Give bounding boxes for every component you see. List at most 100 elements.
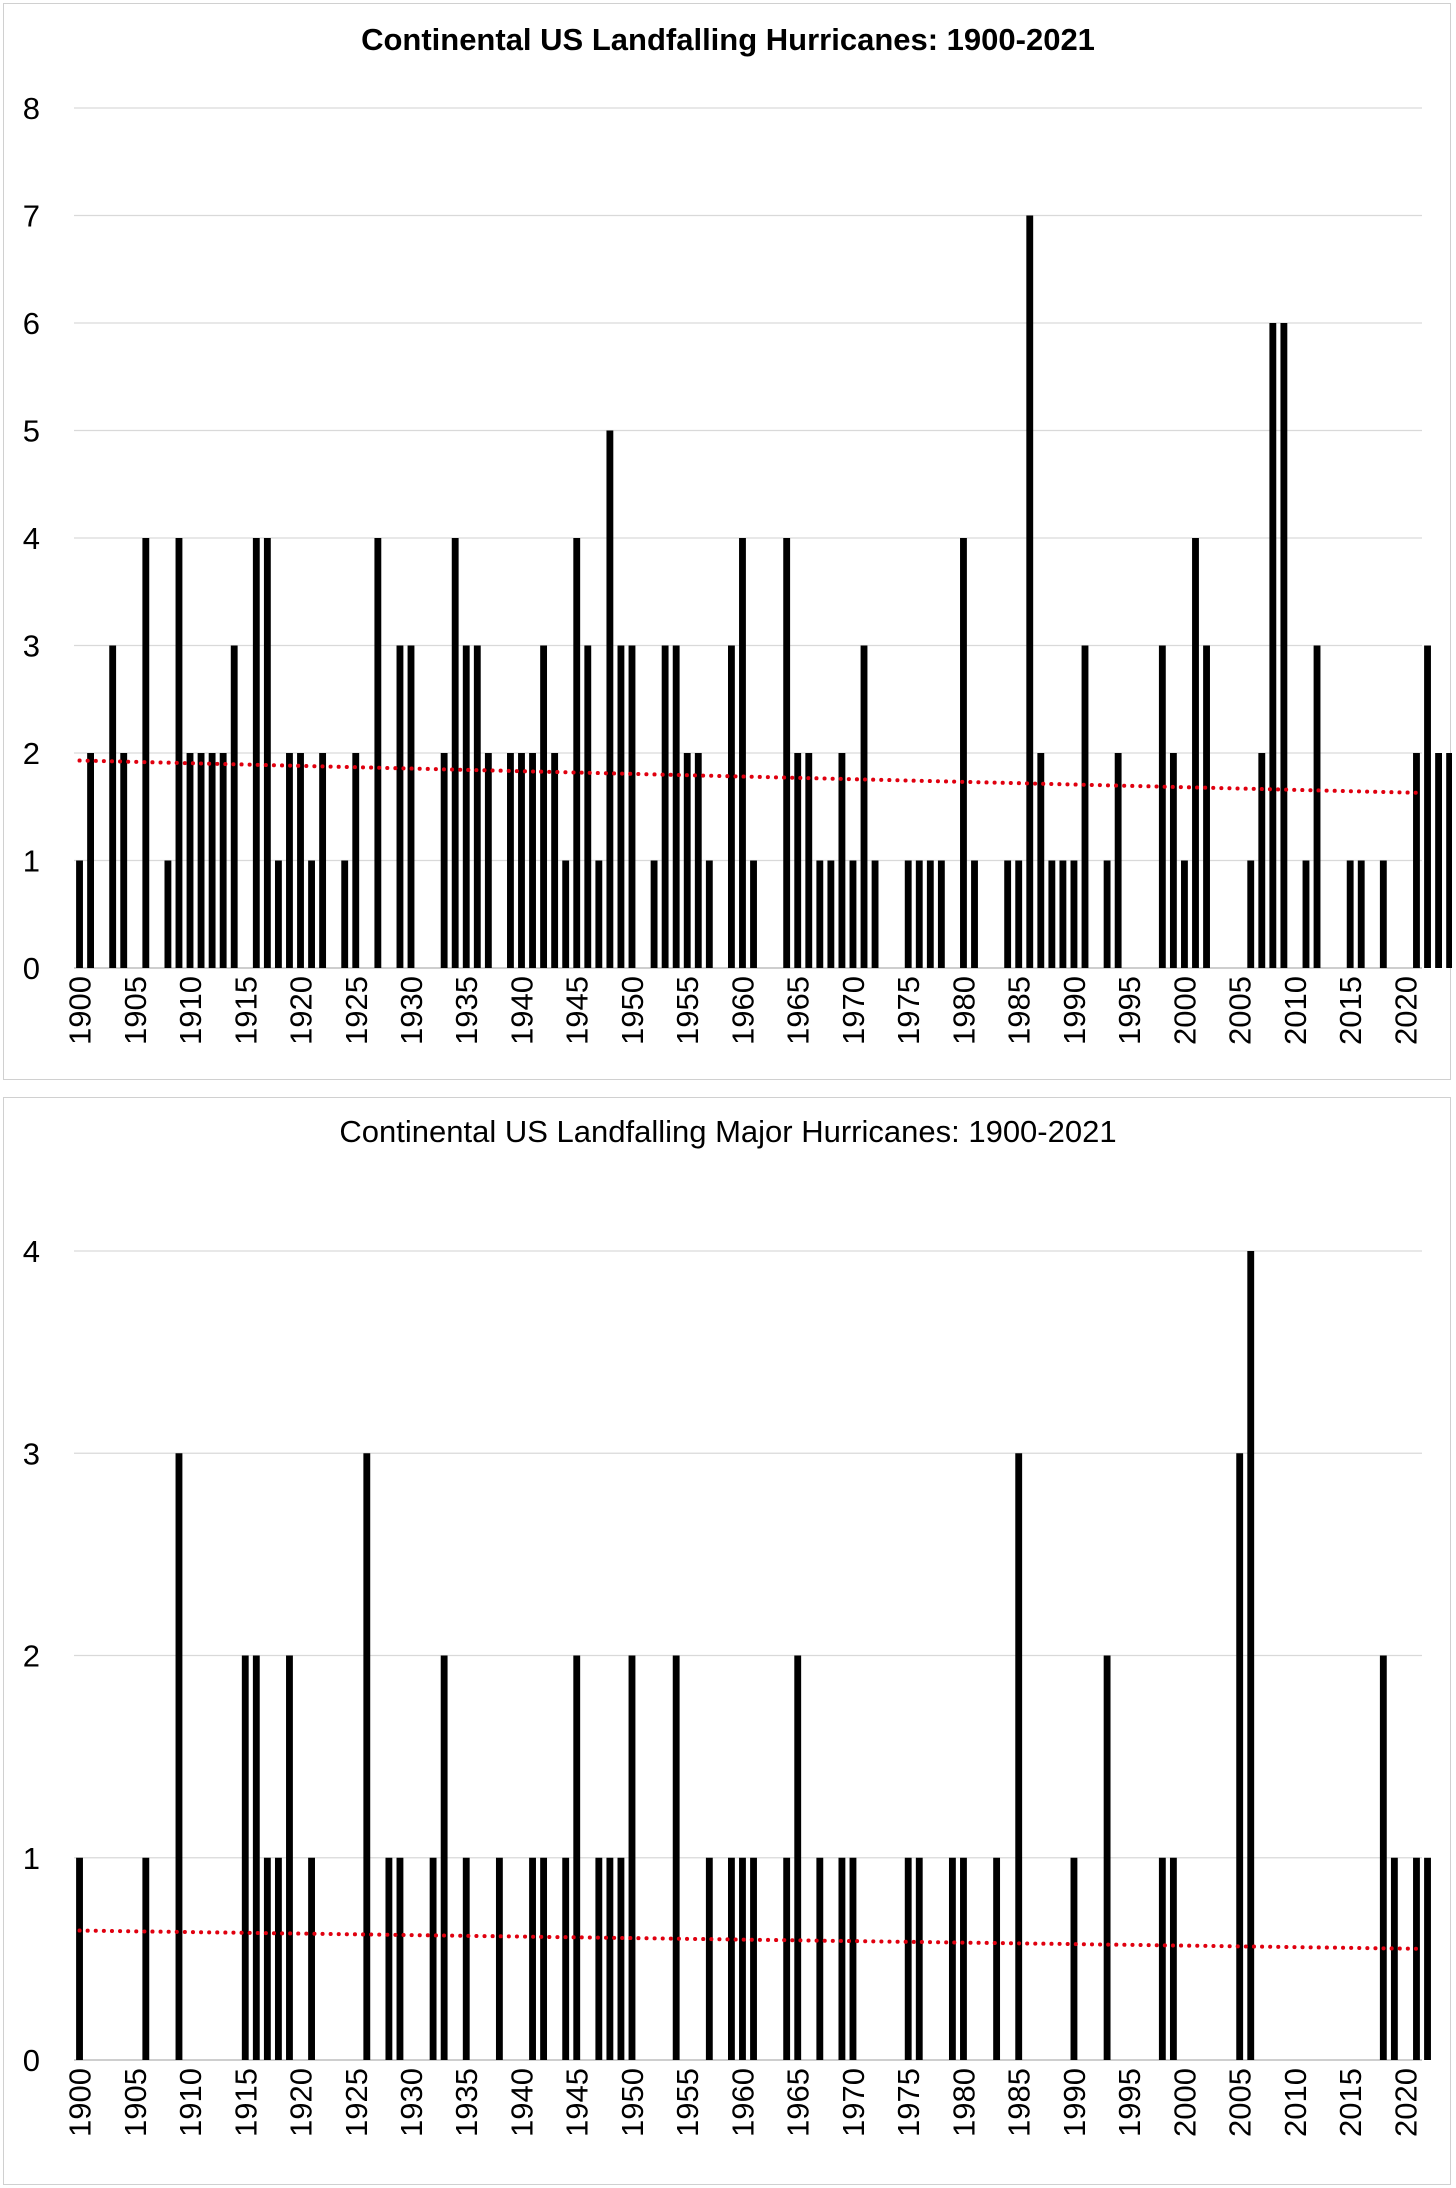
bar-2022 — [1424, 1857, 1431, 2060]
bar-1933 — [440, 1655, 448, 2060]
bar-1983 — [993, 1857, 1001, 2060]
bar-1940 — [518, 753, 525, 968]
bar-1924 — [341, 860, 349, 968]
bar-1998 — [1158, 1857, 1166, 2060]
bar-2019 — [1390, 1857, 1398, 2060]
x-tick-label: 1995 — [1112, 2068, 1147, 2137]
bar-1985 — [1015, 1453, 1023, 2060]
y-tick-label: 0 — [23, 2043, 40, 2078]
x-tick-label: 1970 — [836, 976, 871, 1045]
bar-1927 — [374, 538, 382, 968]
bar-2023 — [1435, 753, 1442, 968]
bar-1922 — [319, 753, 327, 968]
bar-2021 — [1413, 753, 1420, 968]
x-tick-label: 1930 — [394, 2068, 429, 2137]
x-tick-label: 1920 — [284, 2068, 319, 2137]
bar-2011 — [1302, 860, 1310, 968]
chart-panel-major-hurricanes: Continental US Landfalling Major Hurrica… — [3, 1097, 1451, 2185]
bar-2006 — [1247, 1251, 1255, 2060]
x-tick-label: 1970 — [836, 2068, 871, 2137]
bar-1919 — [286, 1655, 293, 2060]
bar-2006 — [1247, 860, 1255, 968]
x-tick-label: 1975 — [891, 976, 926, 1045]
bar-1978 — [937, 860, 945, 968]
x-tick-label: 1950 — [615, 976, 650, 1045]
bar-1968 — [827, 860, 835, 968]
bar-1964 — [783, 538, 791, 968]
bar-1900 — [76, 860, 83, 968]
bar-1989 — [1059, 860, 1067, 968]
x-tick-label: 1985 — [1002, 2068, 1037, 2137]
bar-1916 — [252, 1655, 260, 2060]
bar-1971 — [860, 645, 868, 968]
y-tick-label: 1 — [23, 844, 40, 879]
bar-1952 — [650, 860, 658, 968]
bar-2008 — [1269, 323, 1277, 968]
bar-1932 — [429, 1857, 437, 2060]
x-tick-label: 1960 — [725, 976, 760, 1045]
bar-1991 — [1081, 645, 1089, 968]
x-tick-label: 2005 — [1223, 2068, 1258, 2137]
bar-1949 — [617, 645, 625, 968]
bar-1965 — [794, 753, 802, 968]
x-tick-label: 1900 — [63, 976, 98, 1045]
x-tick-label: 1955 — [670, 976, 705, 1045]
bar-1928 — [385, 1857, 393, 2060]
bar-1917 — [263, 1857, 271, 2060]
bar-1944 — [562, 1857, 570, 2060]
y-tick-label: 8 — [23, 91, 40, 126]
bar-1900 — [76, 1857, 83, 2060]
bar-1939 — [507, 753, 514, 968]
y-tick-label: 2 — [23, 1639, 40, 1674]
x-tick-label: 1930 — [394, 976, 429, 1045]
bar-1903 — [109, 645, 117, 968]
bar-1913 — [219, 753, 227, 968]
bar-1914 — [230, 645, 238, 968]
x-tick-label: 1935 — [449, 976, 484, 1045]
y-tick-label: 7 — [23, 199, 40, 234]
bar-1912 — [208, 753, 216, 968]
bar-2018 — [1379, 860, 1387, 968]
bar-1957 — [705, 1857, 713, 2060]
bar-1930 — [407, 645, 415, 968]
bar-1966 — [805, 753, 813, 968]
bar-2016 — [1357, 860, 1365, 968]
bar-2002 — [1203, 645, 1210, 968]
bar-1935 — [462, 1857, 470, 2060]
bar-1906 — [142, 538, 150, 968]
bar-1949 — [617, 1857, 625, 2060]
bar-2007 — [1258, 753, 1266, 968]
bar-1985 — [1015, 860, 1023, 968]
bar-1987 — [1037, 753, 1045, 968]
bar-1960 — [739, 1857, 746, 2060]
bar-1984 — [1004, 860, 1012, 968]
bar-1921 — [308, 860, 315, 968]
x-tick-label: 2000 — [1167, 976, 1202, 1045]
bar-1955 — [683, 753, 691, 968]
bar-1945 — [573, 538, 581, 968]
y-tick-label: 4 — [23, 1234, 40, 1269]
y-tick-label: 1 — [23, 1841, 40, 1876]
y-tick-label: 4 — [23, 521, 40, 556]
bar-1999 — [1169, 1857, 1177, 2060]
bar-1977 — [926, 860, 934, 968]
bar-1920 — [297, 753, 304, 968]
x-tick-label: 1920 — [284, 976, 319, 1045]
bar-1953 — [661, 645, 669, 968]
bar-1967 — [816, 1857, 824, 2060]
x-tick-label: 1900 — [63, 2068, 98, 2137]
bar-2021 — [1413, 1857, 1420, 2060]
x-tick-label: 2015 — [1333, 2068, 1368, 2137]
bar-1942 — [540, 1857, 548, 2060]
x-tick-label: 1925 — [339, 2068, 374, 2137]
bar-1909 — [175, 1453, 183, 2060]
bar-1999 — [1169, 753, 1177, 968]
bar-1926 — [363, 1453, 371, 2060]
bar-1943 — [551, 753, 559, 968]
bar-1990 — [1070, 1857, 1078, 2060]
bar-2018 — [1379, 1655, 1387, 2060]
bar-1950 — [628, 645, 636, 968]
x-tick-label: 1925 — [339, 976, 374, 1045]
x-tick-label: 2000 — [1167, 2068, 1202, 2137]
bar-1921 — [308, 1857, 315, 2060]
